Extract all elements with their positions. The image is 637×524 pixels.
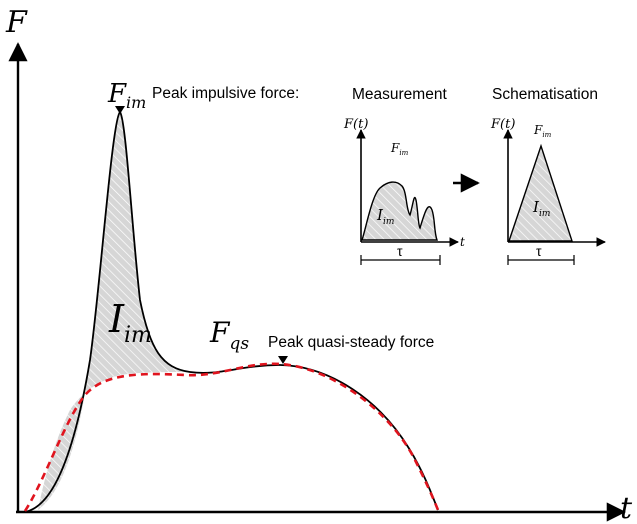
main-y-axis-label: F: [5, 5, 28, 40]
svg-text:Fim: Fim: [390, 141, 409, 157]
measurement-peak-symbol: Fim: [390, 141, 409, 157]
force-time-curve: [24, 110, 439, 513]
svg-text:Fim: Fim: [107, 79, 146, 112]
schematisation-peak-symbol: Fim: [533, 123, 552, 139]
peak-impulsive-caption: Peak impulsive force:: [152, 85, 299, 102]
inset-measurement-y-label: F(t): [343, 117, 368, 132]
main-x-axis-label: t: [620, 491, 633, 524]
peak-quasi-steady-marker: [278, 356, 288, 364]
inset-measurement-x-label: t: [460, 235, 465, 249]
schematisation-triangle: [508, 143, 573, 242]
inset-measurement: Measurement F(t) t Fim Iim τ: [343, 86, 465, 265]
svg-text:Fim: Fim: [533, 123, 552, 139]
measurement-signal-area: [361, 181, 439, 241]
impulse-symbol: Iim: [108, 297, 152, 348]
quasi-steady-symbol: Fqs: [209, 316, 249, 354]
main-axes: F t: [5, 5, 633, 524]
svg-text:Fqs: Fqs: [209, 316, 249, 354]
svg-text:Iim: Iim: [532, 198, 550, 219]
inset-schematisation-title: Schematisation: [492, 86, 598, 103]
peak-impulsive-marker: [115, 106, 125, 114]
svg-text:Iim: Iim: [376, 206, 394, 227]
measurement-duration-label: τ: [397, 243, 403, 259]
svg-text:Iim: Iim: [108, 297, 152, 348]
quasi-steady-fit-dashed: [23, 362, 440, 512]
peak-impulsive-symbol: Fim: [107, 79, 146, 112]
inset-schematisation: Schematisation F(t) Fim Iim τ: [490, 86, 606, 265]
quasi-steady-caption: Peak quasi-steady force: [268, 334, 434, 351]
schematisation-duration-label: τ: [536, 243, 542, 259]
schematisation-area-symbol: Iim: [532, 198, 550, 219]
inset-measurement-title: Measurement: [352, 86, 447, 103]
inset-schematisation-y-label: F(t): [490, 117, 515, 132]
measurement-area-symbol: Iim: [376, 206, 394, 227]
